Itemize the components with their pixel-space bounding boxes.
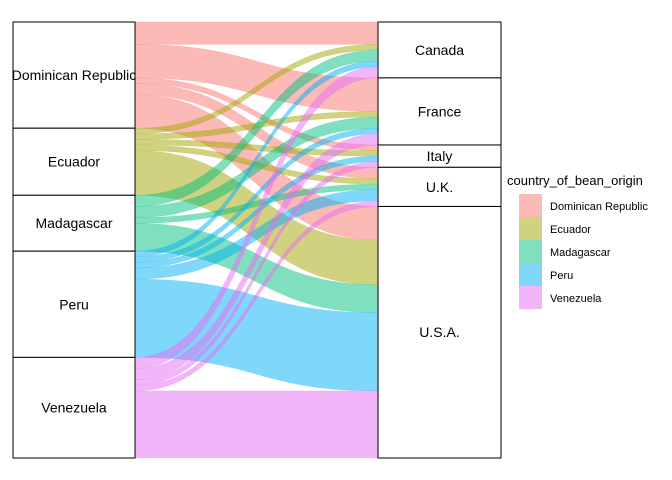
origin-strata: Dominican Republic Ecuador Madagascar Peru V…	[12, 21, 137, 459]
origin-box-4	[12, 356, 136, 459]
legend-swatch-0	[519, 194, 542, 217]
flow-4-4	[134, 390, 379, 459]
legend: country_of_bean_origin Dominican Republi…	[507, 173, 648, 309]
origin-label-3: Peru	[59, 296, 89, 312]
legend-label-3: Peru	[550, 270, 573, 282]
legend-swatch-3	[519, 263, 542, 286]
destination-label-4: U.S.A.	[419, 324, 459, 340]
legend-label-1: Ecuador	[550, 224, 591, 236]
legend-title: country_of_bean_origin	[507, 173, 643, 188]
destination-strata: Canada France Italy U.K. U.S.A.	[377, 21, 502, 459]
origin-label-0: Dominican Republic	[12, 67, 137, 83]
flow-0-0	[134, 21, 379, 45]
origin-label-2: Madagascar	[35, 215, 112, 231]
legend-swatch-2	[519, 240, 542, 263]
destination-label-3: U.K.	[426, 179, 453, 195]
legend-swatch-4	[519, 286, 542, 309]
destination-label-2: Italy	[427, 148, 453, 164]
destination-label-0: Canada	[415, 42, 464, 58]
legend-swatch-1	[519, 217, 542, 240]
destination-label-1: France	[418, 103, 462, 119]
origin-label-1: Ecuador	[48, 154, 100, 170]
origin-box-1	[12, 127, 136, 196]
destination-box-1	[377, 77, 502, 146]
destination-box-3	[377, 166, 502, 207]
flow-ribbons	[134, 21, 379, 459]
origin-label-4: Venezuela	[41, 400, 107, 416]
origin-box-0	[12, 21, 136, 129]
destination-box-0	[377, 21, 502, 79]
origin-box-3	[12, 250, 136, 358]
legend-label-0: Dominican Republic	[550, 201, 648, 213]
legend-label-4: Venezuela	[550, 293, 602, 305]
legend-label-2: Madagascar	[550, 247, 611, 259]
destination-box-4	[377, 205, 502, 459]
